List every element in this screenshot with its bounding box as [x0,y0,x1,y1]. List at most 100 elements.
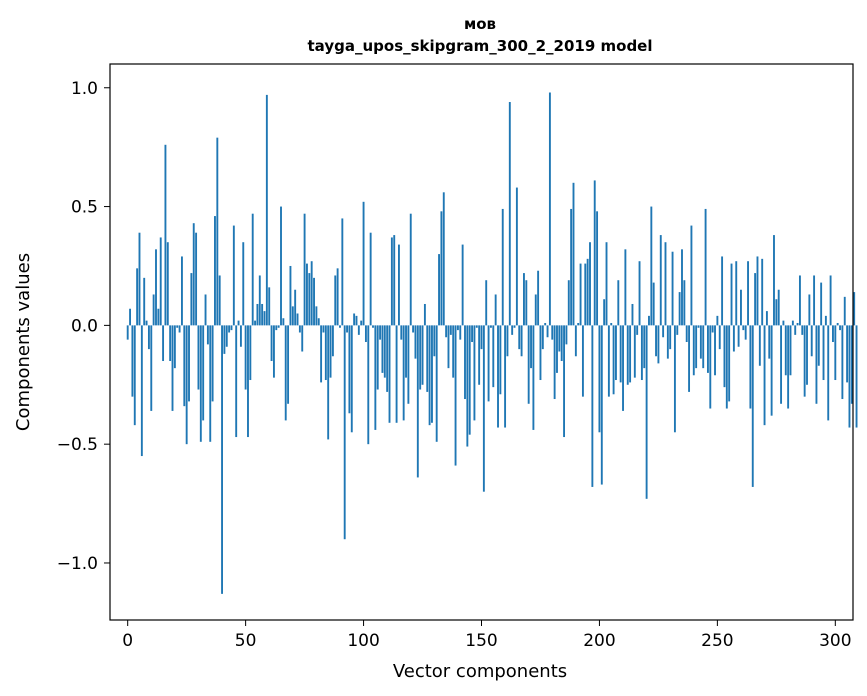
bar-22 [178,325,181,333]
bar-303 [841,325,844,400]
bar-153 [487,325,490,402]
bar-204 [607,325,610,397]
bar-259 [737,325,740,347]
bar-165 [515,187,518,326]
bar-214 [631,303,634,326]
bar-190 [574,325,577,357]
bar-218 [640,325,643,381]
bar-262 [744,325,747,340]
bar-67 [284,325,287,421]
bar-151 [482,325,485,492]
bar-59 [265,94,268,326]
bar-284 [796,322,799,326]
bar-260 [740,289,742,326]
x-axis-ticks: 0 50 100 150 200 250 300 [122,620,852,651]
bar-72 [296,313,299,326]
bar-89 [336,268,339,326]
bar-169 [525,280,528,326]
bar-189 [572,182,575,326]
bar-186 [565,325,568,345]
bar-11 [152,294,155,326]
bar-35 [209,325,212,442]
bar-234 [678,292,681,326]
bar-48 [239,325,242,347]
bar-104 [372,325,374,328]
bar-199 [596,211,599,326]
bar-257 [732,325,735,352]
bar-267 [756,256,759,326]
bar-147 [473,325,476,421]
bar-126 [423,303,426,326]
x-axis-label: Vector components [393,661,567,682]
bar-211 [624,249,627,326]
bar-268 [758,325,761,366]
bar-34 [206,325,209,345]
bar-212 [626,325,629,385]
bar-185 [563,325,565,438]
bar-198 [593,180,596,326]
bar-200 [598,325,601,433]
bar-25 [185,325,188,445]
bar-231 [671,251,674,326]
bar-285 [798,275,801,326]
y-tick-label: 0.5 [71,198,98,218]
bar-148 [475,325,478,328]
bar-54 [254,320,257,326]
bar-210 [622,325,624,411]
bar-108 [381,325,384,373]
bar-127 [426,325,429,392]
bar-29 [195,232,198,326]
bar-250 [716,315,719,326]
bar-307 [850,325,853,404]
bar-175 [539,325,542,381]
bar-134 [442,192,445,326]
y-tick-label: 0.0 [71,316,98,336]
bar-309 [855,325,858,428]
bar-101 [364,325,367,342]
bar-66 [282,318,285,326]
bar-217 [638,261,641,326]
bar-51 [247,325,249,438]
bar-293 [817,325,820,366]
bar-37 [214,216,216,326]
bar-207 [615,325,617,381]
bar-241 [695,325,698,369]
bar-280 [787,325,790,409]
bar-84 [324,325,327,381]
bar-291 [813,275,816,326]
bar-132 [438,254,440,326]
bar-78 [310,261,313,326]
bar-93 [346,325,348,333]
bar-240 [692,325,695,376]
bar-42 [225,325,228,347]
bar-39 [218,275,221,326]
bar-281 [789,325,792,376]
bar-15 [162,325,165,362]
bar-63 [275,325,278,331]
bar-17 [166,242,169,326]
bar-287 [803,325,806,397]
bar-3 [133,325,136,426]
bar-238 [688,325,691,392]
bar-36 [211,325,214,402]
bar-155 [492,325,495,388]
bar-252 [721,256,724,326]
bar-45 [232,225,235,326]
bar-30 [197,325,200,390]
bar-154 [489,325,492,328]
bar-94 [348,325,351,414]
bar-62 [272,325,275,378]
bar-295 [822,325,825,381]
bar-58 [263,311,266,326]
bar-254 [725,325,728,409]
bar-50 [244,325,247,390]
bar-196 [589,242,591,326]
bar-87 [331,325,334,357]
plot-frame [109,63,854,621]
bar-224 [655,325,657,357]
bar-96 [353,313,356,326]
bar-61 [270,325,273,362]
bar-181 [553,325,556,400]
bar-265 [751,325,754,487]
bar-20 [173,325,176,369]
